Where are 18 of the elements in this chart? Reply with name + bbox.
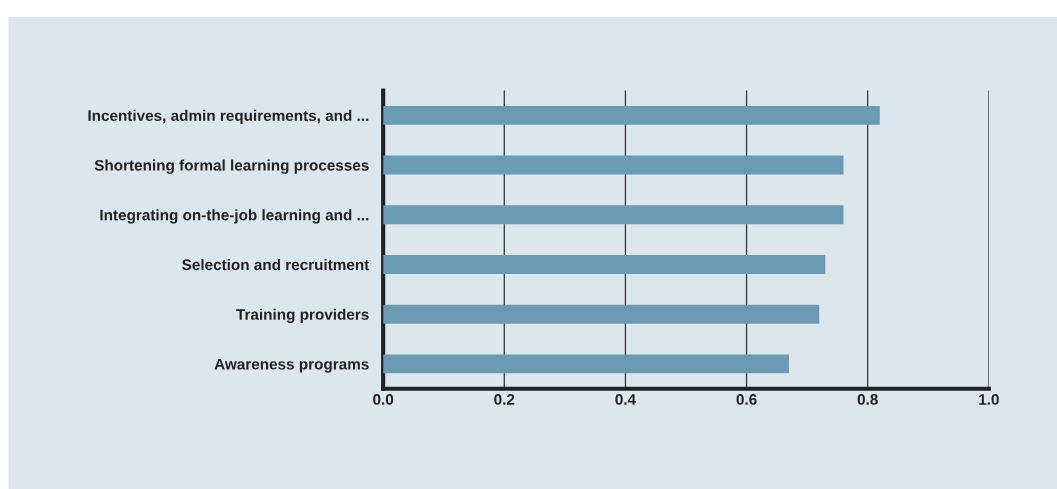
y-tick-label: Incentives, admin requirements, and ... <box>88 109 369 125</box>
y-tick-label: Integrating on-the-job learning and ... <box>100 209 369 224</box>
bar <box>383 155 844 175</box>
x-tick-label: 0.8 <box>857 394 878 405</box>
text: 0.0 <box>373 394 394 405</box>
bar <box>383 255 826 274</box>
y-tick-label: Selection and recruitment <box>182 258 370 271</box>
y-tick-label: Awareness programs <box>214 358 369 373</box>
x-tick-label: 0.4 <box>615 394 636 405</box>
bar <box>383 304 820 324</box>
bar <box>383 354 789 374</box>
y-tick-label: Shortening formal learning processes <box>94 159 369 174</box>
x-tick-label: 0.2 <box>494 394 515 405</box>
bar <box>383 105 880 125</box>
x-tick-label: 0.6 <box>736 394 757 405</box>
text: 1.0 <box>979 394 999 405</box>
y-tick-label: Training providers <box>236 308 369 323</box>
bar <box>383 205 844 225</box>
